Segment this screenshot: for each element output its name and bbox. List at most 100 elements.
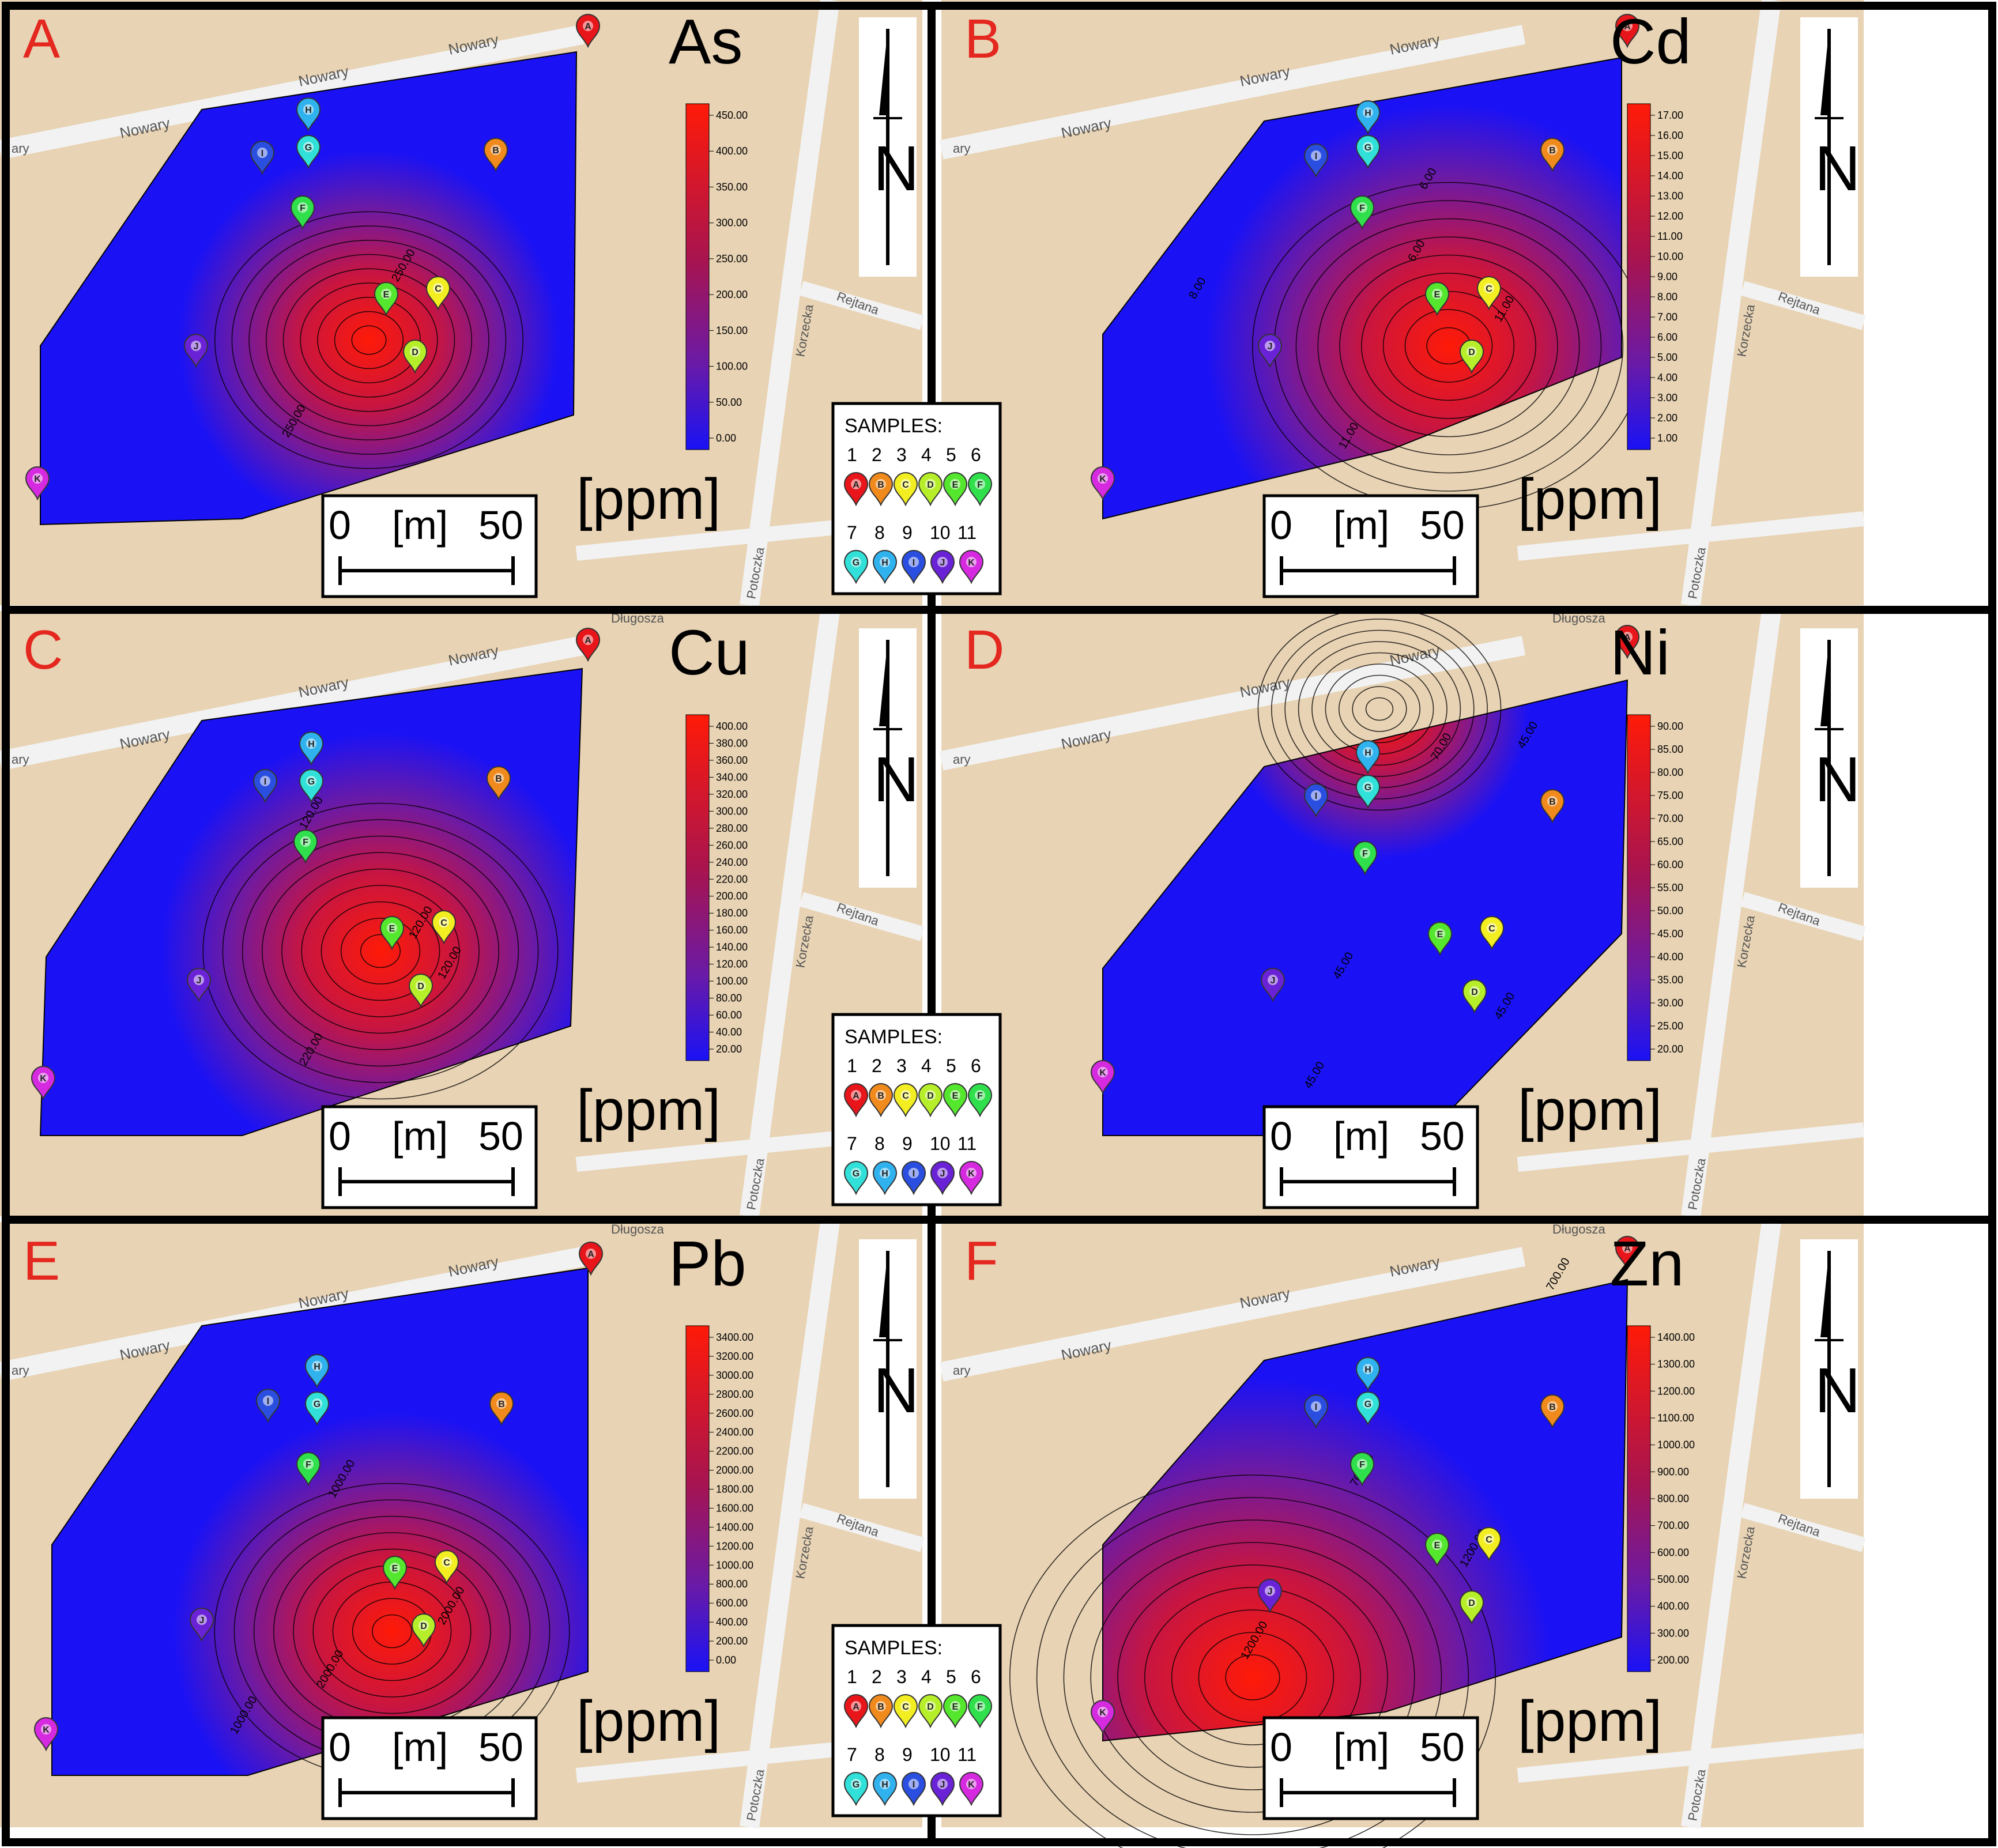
contour-line (1009, 1474, 1496, 1848)
pin-letter: G (853, 1780, 859, 1790)
scale-tick-label: 360.00 (716, 755, 748, 766)
contour-line (1117, 1564, 1388, 1790)
pin-letter: J (194, 342, 199, 352)
sample-pin-A: A (578, 1242, 604, 1276)
sample-pin-E: E (1427, 922, 1453, 956)
scale-tick-label: 600.00 (716, 1597, 748, 1609)
pin-dot (1435, 929, 1445, 939)
sample-pin-A: A (575, 14, 601, 48)
scale-tick-label: 5.00 (1657, 352, 1677, 363)
samples-legend: SAMPLES: 1 2 3 4 5 6 A B C D E F 7 8 9 10 11 G H I J K (831, 1013, 1002, 1206)
legend-pin-4: D (918, 472, 943, 507)
sample-pin-J: J (186, 968, 212, 1002)
contour-line (1365, 697, 1394, 721)
sample-pin-B: B (1540, 138, 1565, 172)
north-arrow-head (879, 29, 888, 115)
legend-pin-9: I (901, 1772, 926, 1806)
legend-number: 2 (872, 1666, 882, 1687)
contour-line (242, 835, 519, 1067)
scale-max: 50 (1420, 503, 1465, 548)
scale-tick-label: 200.00 (716, 891, 748, 902)
scale-tick-label: 9.00 (1657, 271, 1677, 282)
pin-letter: C (1488, 924, 1495, 934)
legend-pin-5: E (943, 1083, 968, 1118)
sample-pin-A: A (1615, 14, 1640, 48)
north-arrow: N (1800, 628, 1860, 888)
scale-tick-label: 1000.00 (1657, 1439, 1695, 1451)
pin-letter: F (303, 838, 308, 847)
pin-dot (876, 1090, 886, 1100)
sample-pin-H: H (1355, 740, 1381, 775)
pin-dot (433, 283, 443, 293)
scale-zero: 0 (329, 1725, 351, 1770)
pin-letter: H (881, 1780, 888, 1790)
scale-tick-label: 240.00 (716, 857, 748, 868)
pin-dot (586, 1249, 596, 1259)
street-label-ary: ary (953, 752, 971, 767)
north-arrow: N (859, 1239, 919, 1499)
pin-letter: F (977, 1702, 983, 1712)
legend-pin-8: H (872, 1772, 898, 1806)
sample-pin-B: B (489, 1391, 514, 1426)
pin-letter: A (585, 22, 591, 32)
scale-tick-label: 220.00 (716, 873, 748, 885)
pin-letter: J (940, 1780, 945, 1790)
legend-number: 10 (930, 1133, 951, 1154)
sample-pin-E: E (1424, 1533, 1450, 1567)
pin-dot (1265, 341, 1275, 351)
scale-tick-label: 2000.00 (716, 1465, 753, 1476)
distance-scale-box (1262, 1716, 1479, 1820)
pin-dot (194, 975, 204, 985)
sample-pin-I: I (1303, 1394, 1329, 1429)
pin-letter: I (267, 1397, 269, 1406)
sample-pin-F: F (290, 195, 315, 230)
legend-number: 4 (921, 444, 932, 465)
scale-tick-label: 340.00 (716, 771, 748, 783)
contour-line (281, 868, 480, 1034)
legend-pin-9: I (901, 550, 926, 584)
road-nowary (939, 636, 1526, 771)
scale-tick-label: 120.00 (716, 959, 748, 970)
scale-tick-label: 700.00 (1657, 1520, 1689, 1532)
pin-dot (1363, 747, 1373, 757)
sample-pin-G: G (296, 135, 321, 169)
scale-bar (685, 1325, 710, 1672)
pin-dot (1487, 923, 1497, 933)
legend-pin-1: A (843, 1694, 869, 1729)
scale-zero: 0 (1270, 1725, 1292, 1770)
scale-tick-label: 55.00 (1657, 882, 1683, 893)
pin-dot (303, 104, 314, 115)
pin-letter: G (853, 1169, 859, 1179)
street-label-ary: ary (12, 141, 29, 156)
pin-letter: A (1624, 22, 1631, 32)
sample-pin-J: J (1257, 1579, 1283, 1613)
scale-tick-label: 450.00 (716, 110, 748, 121)
panel-B: NowaryNowaryNowaryaryKorzeckaRejtanaPoto… (939, 0, 1866, 607)
scale-tick-label: 250.00 (716, 253, 748, 265)
scale-tick-label: 80.00 (716, 993, 742, 1004)
pin-dot (975, 1701, 985, 1711)
sample-pin-H: H (296, 97, 321, 132)
pin-letter: I (261, 149, 263, 159)
pin-letter: G (314, 1400, 321, 1409)
contour-line (231, 225, 507, 455)
scale-tick-label: 14.00 (1657, 170, 1683, 182)
legend-number: 11 (957, 522, 977, 543)
pin-letter: F (977, 1091, 983, 1101)
scale-tick-label: 800.00 (1657, 1493, 1689, 1504)
road-nowary (0, 25, 585, 160)
pin-dot (1622, 1243, 1633, 1253)
legend-number: 9 (902, 1744, 913, 1765)
scale-tick-label: 70.00 (1657, 813, 1683, 824)
pin-letter: B (1549, 146, 1556, 156)
panel-letter: A (23, 8, 60, 70)
sample-pin-B: B (1540, 789, 1565, 824)
sample-pin-A: A (1615, 1236, 1640, 1270)
color-scale: 400.00 380.00 360.00 340.00 320.00 300.00 280.… (685, 714, 748, 1061)
pin-dot (419, 1620, 429, 1631)
panel-letter: D (964, 619, 1004, 681)
scale-bar (1627, 1325, 1651, 1672)
legend-number: 1 (847, 1055, 857, 1076)
scale-tick-label: 3000.00 (716, 1370, 753, 1381)
legend-number: 5 (946, 444, 956, 465)
